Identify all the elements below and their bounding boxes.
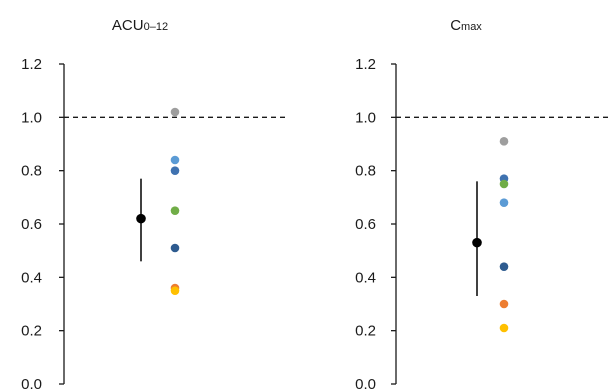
data-point	[499, 262, 509, 271]
panel-title-acu: ACU0–12	[112, 17, 168, 34]
panel-acu: ACU0–12 0.0 0.2 0.4 0.6 0.8 1.0 1.2	[21, 17, 288, 390]
data-point	[170, 243, 180, 253]
y-tick-label: 0.6	[355, 216, 376, 233]
title-subscript: max	[461, 21, 482, 33]
data-point	[499, 137, 509, 146]
summary-point	[472, 237, 482, 248]
data-point	[170, 107, 180, 117]
data-point	[170, 206, 180, 215]
y-tick-label: 0.4	[21, 269, 42, 286]
data-point	[499, 323, 509, 333]
y-tick-label: 0.2	[21, 323, 42, 340]
y-tick-label: 0.0	[355, 376, 376, 390]
y-tick-label: 0.2	[355, 323, 376, 340]
title-main: ACU	[112, 17, 144, 34]
panel-title-cmax: Cmax	[450, 17, 482, 34]
data-point	[499, 198, 509, 207]
y-tick-label: 0.4	[355, 269, 376, 286]
data-point	[170, 166, 180, 175]
data-point	[170, 286, 180, 295]
y-tick-label: 1.0	[355, 109, 376, 126]
title-main: C	[450, 17, 461, 34]
data-point	[499, 179, 509, 189]
title-subscript: 0–12	[144, 21, 168, 33]
y-tick-label: 1.2	[21, 56, 42, 73]
y-tick-label: 1.2	[355, 56, 376, 73]
y-tick-label: 0.0	[21, 376, 42, 390]
summary-point	[136, 213, 146, 224]
y-tick-label: 0.6	[21, 216, 42, 233]
panel-cmax: Cmax 0.0 0.2 0.4 0.6 0.8 1.0 1.2	[355, 17, 611, 390]
y-tick-label: 0.8	[21, 163, 42, 180]
data-point	[499, 299, 509, 309]
data-point	[170, 155, 180, 165]
y-tick-label: 1.0	[21, 109, 42, 126]
y-tick-label: 0.8	[355, 163, 376, 180]
